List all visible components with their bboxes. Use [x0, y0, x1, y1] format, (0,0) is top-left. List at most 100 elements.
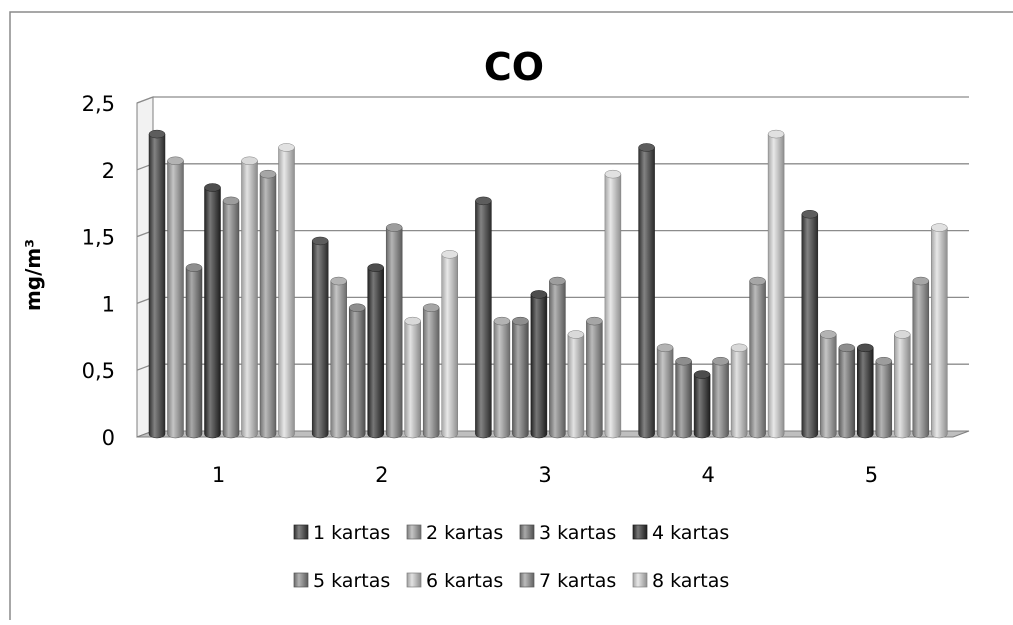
chart-frame	[9, 11, 1013, 625]
bar-top	[185, 263, 203, 272]
bar	[367, 263, 384, 439]
legend-item: 8 kartas	[632, 570, 729, 592]
bar	[857, 343, 874, 439]
bar	[385, 223, 403, 439]
bar	[693, 370, 711, 439]
bar-body	[530, 294, 548, 439]
bar	[167, 156, 184, 439]
legend: 1 kartas 2 kartas 3 kartas 4 kartas 5 kartas…	[293, 522, 729, 592]
bar	[278, 143, 295, 439]
legend-item: 1 kartas	[293, 522, 390, 544]
legend-label: 4 kartas	[652, 522, 729, 544]
bar-body	[348, 307, 366, 439]
bar-top	[730, 343, 748, 353]
bar-body	[586, 320, 603, 439]
bar	[749, 276, 766, 439]
bar	[311, 236, 329, 439]
bar-top	[385, 223, 403, 232]
bar	[912, 276, 930, 439]
bar-top	[422, 303, 440, 313]
x-tick-label: 4	[702, 463, 715, 487]
bar	[204, 183, 221, 439]
bar-body	[656, 347, 674, 439]
bar-top	[693, 370, 711, 379]
bar-body	[475, 200, 492, 439]
bar-top	[222, 196, 240, 206]
bar-top	[367, 263, 384, 272]
bar	[820, 330, 837, 439]
legend-item: 4 kartas	[632, 522, 729, 544]
chart-title: CO	[484, 45, 544, 89]
bar-top	[875, 356, 893, 366]
bar-body	[894, 334, 911, 439]
bar	[730, 343, 748, 439]
bar-top	[838, 343, 856, 353]
y-tick-label: 2	[102, 159, 115, 183]
legend-label: 7 kartas	[539, 570, 616, 592]
bar-body	[838, 347, 856, 439]
bar-body	[875, 360, 893, 439]
bar	[567, 330, 585, 439]
legend-item: 2 kartas	[406, 522, 503, 544]
legend-label: 3 kartas	[539, 522, 616, 544]
bar-body	[385, 227, 403, 439]
bar-top	[894, 330, 911, 339]
legend-item: 6 kartas	[406, 570, 503, 592]
bar-top	[259, 169, 277, 179]
bar-body	[311, 240, 329, 439]
x-tick-label: 2	[375, 463, 388, 487]
bar-body	[767, 133, 785, 439]
bar	[586, 316, 603, 439]
bar-body	[167, 160, 184, 439]
y-tick-labels: 0 0,5 1 1,5 2 2,5	[82, 92, 115, 450]
bar-body	[912, 280, 930, 439]
y-tick-label: 1	[102, 292, 115, 316]
y-tick-label: 0	[102, 426, 115, 450]
bar-top	[749, 276, 766, 286]
bar	[894, 330, 911, 439]
bar-body	[693, 374, 711, 439]
bar-body	[330, 280, 347, 439]
bar-body	[820, 334, 837, 439]
legend-swatch	[293, 572, 309, 588]
bar-body	[712, 360, 729, 439]
bar-top	[278, 143, 295, 152]
bar-top	[675, 356, 692, 366]
bar	[493, 316, 511, 439]
bar-body	[204, 187, 221, 439]
bar	[348, 303, 366, 439]
legend-item: 3 kartas	[519, 522, 616, 544]
bar	[549, 276, 566, 439]
bar-top	[348, 303, 366, 313]
bar	[712, 356, 729, 439]
legend-label: 2 kartas	[426, 522, 503, 544]
bar	[931, 223, 948, 439]
bar-body	[638, 147, 655, 439]
bar-body	[730, 347, 748, 439]
bar-body	[148, 133, 166, 439]
y-tick-label: 0,5	[82, 359, 115, 383]
bar-body	[222, 200, 240, 439]
bar	[801, 209, 819, 439]
x-tick-label: 3	[538, 463, 551, 487]
bar-body	[549, 280, 566, 439]
bar-top	[204, 183, 221, 192]
legend-item: 7 kartas	[519, 570, 616, 592]
bar-top	[857, 343, 874, 353]
legend-swatch	[406, 572, 422, 588]
bar	[767, 129, 785, 439]
bar	[422, 303, 440, 439]
bar	[259, 169, 277, 439]
bar-top	[604, 169, 622, 179]
bar-top	[549, 276, 566, 286]
bar	[656, 343, 674, 439]
bar-top	[931, 223, 948, 232]
bar-top	[912, 276, 930, 286]
x-tick-label: 5	[865, 463, 878, 487]
bar-top	[311, 236, 329, 246]
legend-swatch	[519, 572, 535, 588]
x-tick-labels: 1 2 3 4 5	[212, 463, 878, 487]
y-axis-label: mg/m³	[21, 239, 45, 311]
bar-top	[801, 209, 819, 219]
